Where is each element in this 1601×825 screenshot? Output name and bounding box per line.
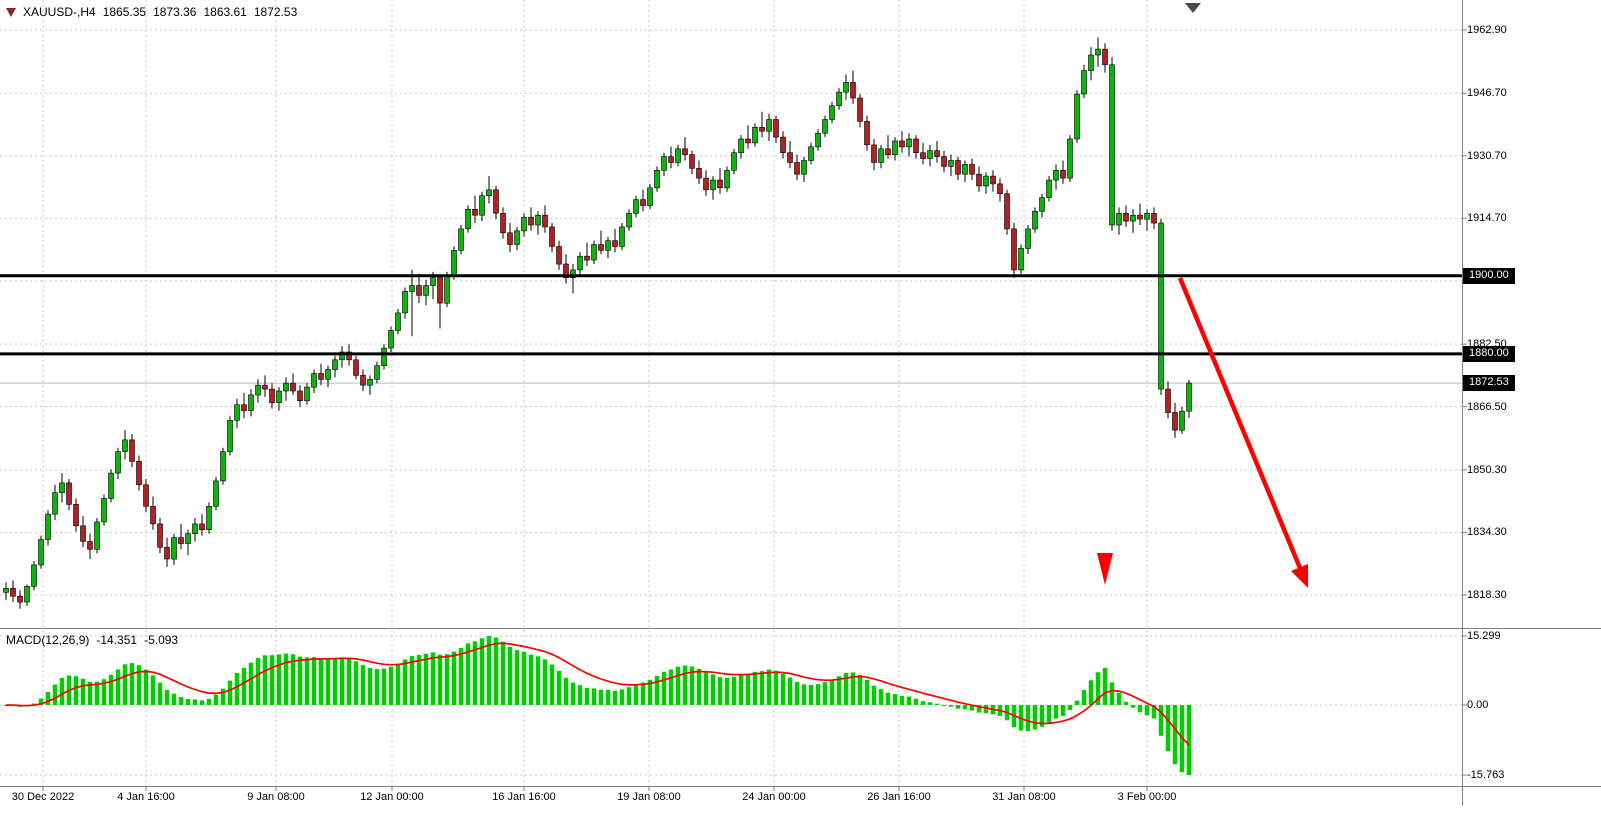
time-axis-label: 3 Feb 00:00 (1117, 791, 1177, 803)
ohlc-low: 1863.61 (203, 5, 247, 19)
trend-arrow-head[interactable] (1291, 564, 1308, 588)
price-axis-label: 1946.70 (1467, 87, 1507, 100)
price-axis-label: 1818.30 (1467, 589, 1507, 601)
time-axis-label: 16 Jan 16:00 (492, 791, 556, 803)
current-price-tag: 1872.53 (1463, 375, 1515, 392)
symbol-title: XAUUSD-,H4 (23, 5, 96, 19)
level-price-tag-1880: 1880.00 (1463, 345, 1515, 362)
symbol-info: XAUUSD-,H4 1865.35 1873.36 1863.61 1872.… (6, 5, 297, 19)
macd-axis-label-max: 15.299 (1467, 630, 1501, 642)
macd-histogram (3, 636, 1192, 775)
trend-arrow-line[interactable] (1177, 277, 1303, 569)
macd-signal-line (5, 642, 1190, 746)
time-axis-label: 24 Jan 00:00 (742, 791, 806, 803)
macd-name: MACD(12,26,9) (6, 633, 90, 647)
price-axis-label: 1962.90 (1467, 24, 1507, 36)
time-axis-label: 26 Jan 16:00 (867, 791, 931, 803)
macd-axis-label-min: -15.763 (1467, 769, 1505, 781)
time-axis-label: 31 Jan 08:00 (992, 791, 1056, 803)
time-axis-label: 4 Jan 16:00 (117, 791, 175, 803)
sell-arrow-marker[interactable] (1097, 553, 1113, 585)
axis-frame (0, 0, 1601, 806)
time-axis-label: 12 Jan 00:00 (360, 791, 424, 803)
ohlc-high: 1873.36 (153, 5, 197, 19)
macd-main-value: -14.351 (96, 633, 138, 647)
macd-indicator-label: MACD(12,26,9) -14.351 -5.093 (6, 633, 178, 647)
macd-axis-label-zero: 0.00 (1467, 699, 1489, 711)
price-axis-label: 1930.70 (1467, 149, 1507, 162)
level-price-tag-1900: 1900.00 (1463, 267, 1515, 284)
time-axis-label: 19 Jan 08:00 (617, 791, 681, 803)
chart-icon (6, 7, 16, 17)
time-axis-label: 9 Jan 08:00 (247, 791, 305, 803)
price-axis-label: 1914.70 (1467, 212, 1507, 225)
macd-signal-value: -5.093 (144, 633, 179, 647)
grid-layer (0, 0, 1462, 786)
time-axis-label: 30 Dec 2022 (11, 791, 75, 803)
ohlc-open: 1865.35 (102, 5, 147, 19)
ohlc-close: 1872.53 (253, 5, 298, 19)
price-axis-label: 1866.50 (1467, 400, 1507, 413)
price-axis-label: 1850.30 (1467, 463, 1507, 476)
price-axis-label: 1834.30 (1467, 526, 1507, 539)
candlestick-series (3, 37, 1192, 609)
chart-shift-marker[interactable] (1185, 3, 1201, 13)
